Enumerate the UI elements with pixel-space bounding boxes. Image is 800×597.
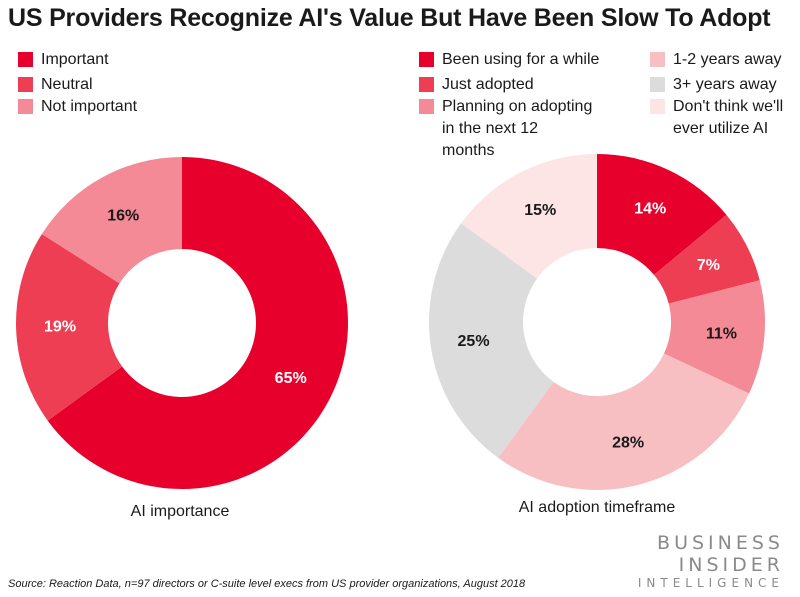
- legend-label-line: Planning on adopting: [442, 98, 593, 115]
- legend-label: Important: [41, 51, 109, 68]
- legend-item-never: Don't think we'll ever utilize AI: [650, 96, 783, 140]
- slice-label-important: 65%: [275, 370, 307, 387]
- source-note: Source: Reaction Data, n=97 directors or…: [8, 578, 526, 590]
- legend-label-line: ever utilize AI: [673, 120, 769, 137]
- donut-ai-adoption: 14% 7% 11% 28% 25% 15%: [428, 154, 765, 490]
- logo-line: BUSINESS: [657, 532, 784, 554]
- chart-caption-adoption: AI adoption timeframe: [518, 499, 676, 516]
- slice-label-planning-on-adopting-in-the-next-12-months: 11%: [706, 325, 737, 342]
- legend-item-planning: Planning on adopting in the next 12 mont…: [419, 96, 592, 162]
- legend-label-line: in the next 12: [442, 120, 539, 137]
- slice-1-2-years-away: [498, 353, 750, 490]
- slice-don-t-think-we-ll-ever-utilize-ai: [461, 154, 597, 279]
- slice-just-adopted: [654, 214, 760, 304]
- legend-item-1-2-years: 1-2 years away: [650, 49, 782, 71]
- chart-caption-importance: AI importance: [130, 503, 230, 520]
- legend-item-not-important: Not important: [18, 96, 137, 118]
- slice-label-1-2-years-away: 28%: [612, 435, 644, 452]
- legend-item-been-using: Been using for a while: [419, 49, 599, 71]
- slice-3-years-away: [428, 223, 554, 458]
- slice-label-just-adopted: 7%: [697, 257, 720, 274]
- business-insider-logo: BUSINESS INSIDER INTELLIGENCE: [638, 532, 784, 590]
- legend-swatch: [419, 99, 434, 114]
- slice-neutral: [15, 234, 123, 421]
- legend-item-3-plus-years: 3+ years away: [650, 74, 777, 96]
- legend-label-line: months: [442, 142, 495, 159]
- legend-swatch: [18, 52, 33, 67]
- logo-line: INTELLIGENCE: [637, 576, 784, 590]
- slice-label-neutral: 19%: [44, 318, 76, 335]
- legend-swatch: [419, 77, 434, 92]
- chart-title: US Providers Recognize AI's Value But Ha…: [8, 4, 771, 32]
- legend-swatch: [650, 77, 665, 92]
- legend-item-just-adopted: Just adopted: [419, 74, 534, 96]
- legend-swatch: [650, 52, 665, 67]
- slice-important: [47, 157, 348, 490]
- slice-been-using-for-a-while: [597, 154, 727, 275]
- slice-not-important: [41, 157, 182, 284]
- slice-planning-on-adopting-in-the-next-12-months: [663, 280, 765, 394]
- slice-label-don-t-think-we-ll-ever-utilize-ai: 15%: [524, 202, 556, 219]
- legend-item-neutral: Neutral: [18, 74, 93, 96]
- legend-label: 3+ years away: [673, 76, 777, 93]
- legend-label: Planning on adopting in the next 12 mont…: [442, 96, 592, 162]
- slice-label-been-using-for-a-while: 14%: [634, 200, 666, 217]
- legend-swatch: [650, 99, 665, 114]
- legend-label: Just adopted: [442, 76, 534, 93]
- logo-line: INSIDER: [678, 554, 784, 576]
- legend-swatch: [18, 77, 33, 92]
- slice-label-not-important: 16%: [107, 208, 139, 225]
- donut-ai-importance: 65% 19% 16%: [15, 157, 348, 490]
- legend-label: 1-2 years away: [673, 51, 782, 68]
- legend-item-important: Important: [18, 49, 109, 71]
- legend-label: Been using for a while: [442, 51, 600, 68]
- legend-label: Don't think we'll ever utilize AI: [673, 96, 783, 140]
- slice-label-3-years-away: 25%: [458, 333, 490, 350]
- legend-label: Not important: [41, 98, 138, 115]
- legend-swatch: [419, 52, 434, 67]
- legend-label: Neutral: [41, 76, 93, 93]
- legend-swatch: [18, 99, 33, 114]
- legend-label-line: Don't think we'll: [673, 98, 784, 115]
